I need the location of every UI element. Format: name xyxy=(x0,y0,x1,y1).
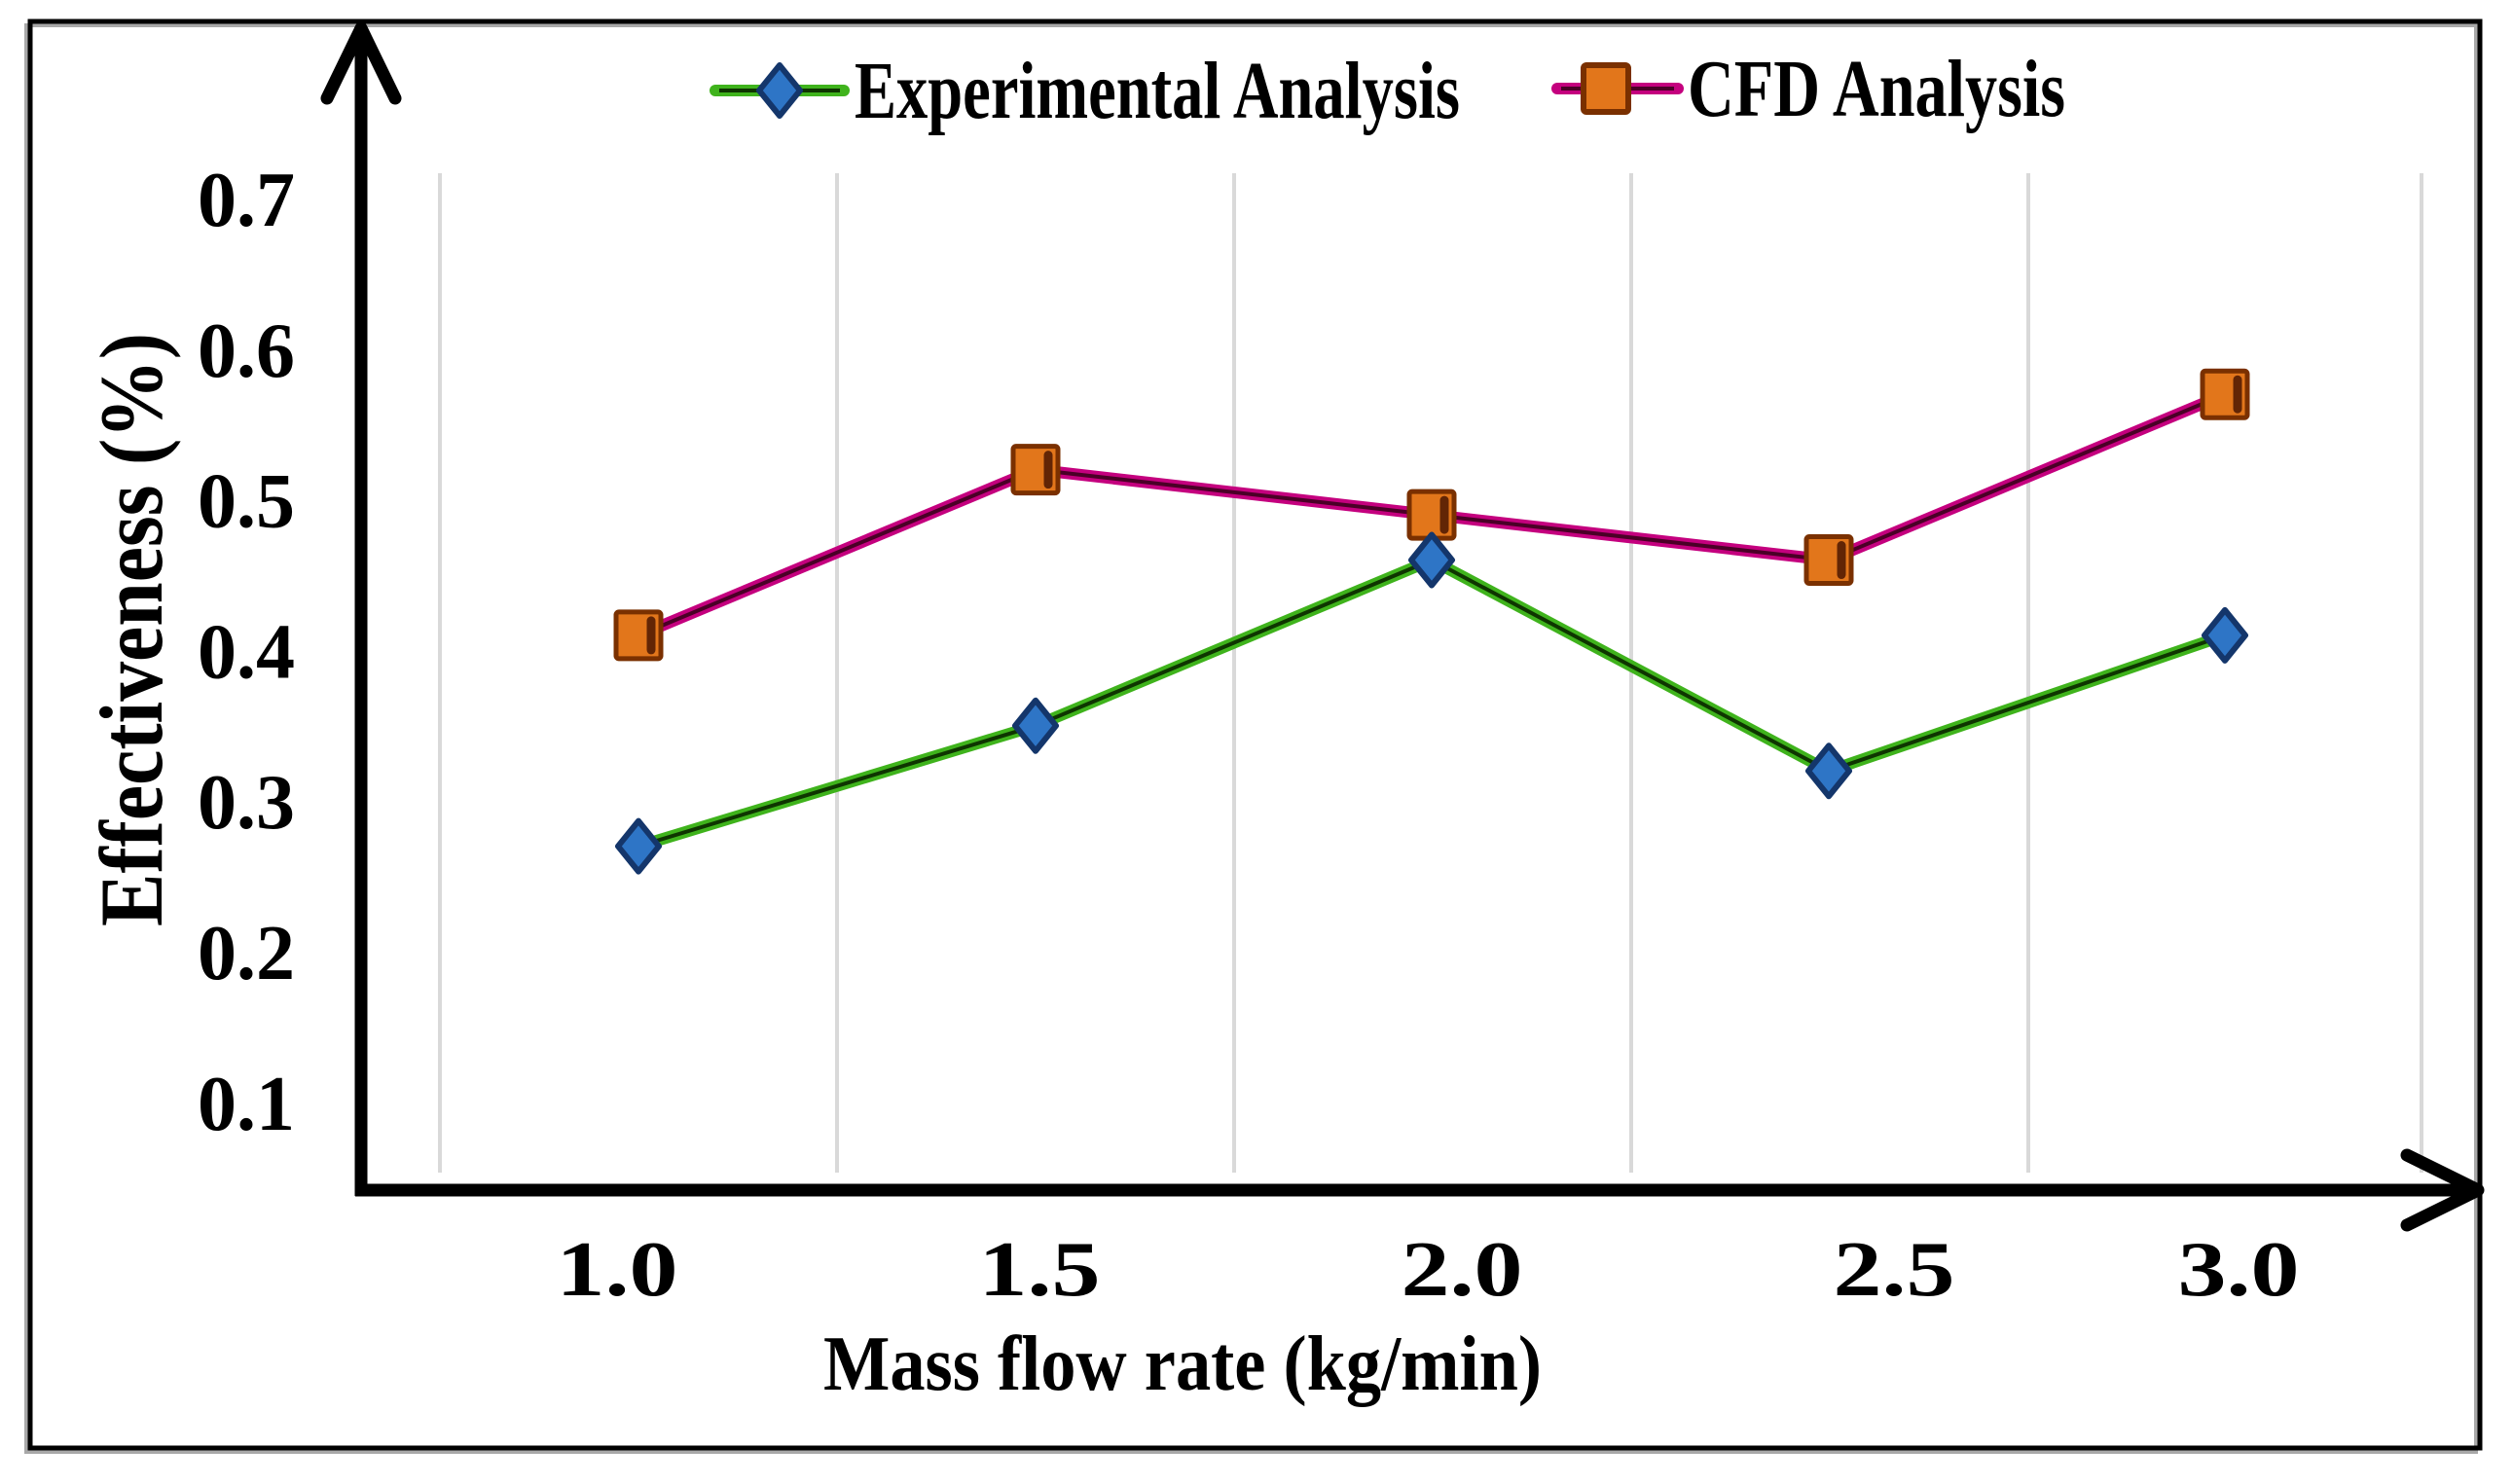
figure-border-shadow xyxy=(24,23,2478,1454)
x-tick-label: 1.0 xyxy=(557,1227,678,1313)
legend: Experimental Analysis CFD Analysis xyxy=(710,44,2065,136)
legend-item-experimental: Experimental Analysis xyxy=(710,46,1460,136)
x-tick-label: 2.5 xyxy=(1834,1227,1955,1313)
series-line-core xyxy=(637,558,2227,849)
x-tick-label: 2.0 xyxy=(1402,1227,1523,1313)
y-tick-label: 0.1 xyxy=(198,1062,295,1147)
series-experimental xyxy=(615,531,2248,875)
diamond-marker-icon xyxy=(1408,531,1455,589)
x-axis xyxy=(355,1148,2485,1232)
y-tick-label: 0.4 xyxy=(198,609,295,695)
x-axis-title: Mass flow rate (kg/min) xyxy=(823,1321,1542,1407)
diamond-marker-icon xyxy=(1805,742,1852,800)
y-tick-label: 0.2 xyxy=(198,911,295,996)
x-tick-label: 1.5 xyxy=(979,1227,1101,1313)
legend-item-cfd: CFD Analysis xyxy=(1551,44,2065,134)
y-tick-label: 0.5 xyxy=(198,459,295,545)
legend-label-experimental: Experimental Analysis xyxy=(855,46,1460,136)
square-marker-icon xyxy=(1581,62,1631,115)
diamond-marker-icon xyxy=(1012,697,1059,754)
diamond-marker-icon xyxy=(2202,606,2248,664)
y-axis-title: Effectiveness (%) xyxy=(82,333,181,926)
x-tick-labels: 1.0 1.5 2.0 2.5 3.0 xyxy=(557,1227,2300,1313)
y-axis xyxy=(320,21,402,1196)
x-tick-label: 3.0 xyxy=(2178,1227,2300,1313)
y-tick-label: 0.7 xyxy=(198,158,295,243)
figure-border xyxy=(27,18,2483,1451)
diamond-marker-icon xyxy=(615,817,662,875)
series-cfd xyxy=(613,368,2250,662)
x-axis-arrowhead-icon xyxy=(2400,1148,2485,1232)
y-tick-label: 0.3 xyxy=(198,760,295,846)
gridlines xyxy=(438,173,2423,1173)
y-tick-label: 0.6 xyxy=(198,308,295,394)
y-axis-arrowhead-icon xyxy=(320,21,402,105)
series-line xyxy=(633,554,2231,852)
series-layer xyxy=(613,368,2250,875)
diamond-marker-icon xyxy=(756,62,803,119)
legend-label-cfd: CFD Analysis xyxy=(1688,44,2065,134)
y-tick-labels: 0.7 0.6 0.5 0.4 0.3 0.2 0.1 xyxy=(198,158,295,1147)
